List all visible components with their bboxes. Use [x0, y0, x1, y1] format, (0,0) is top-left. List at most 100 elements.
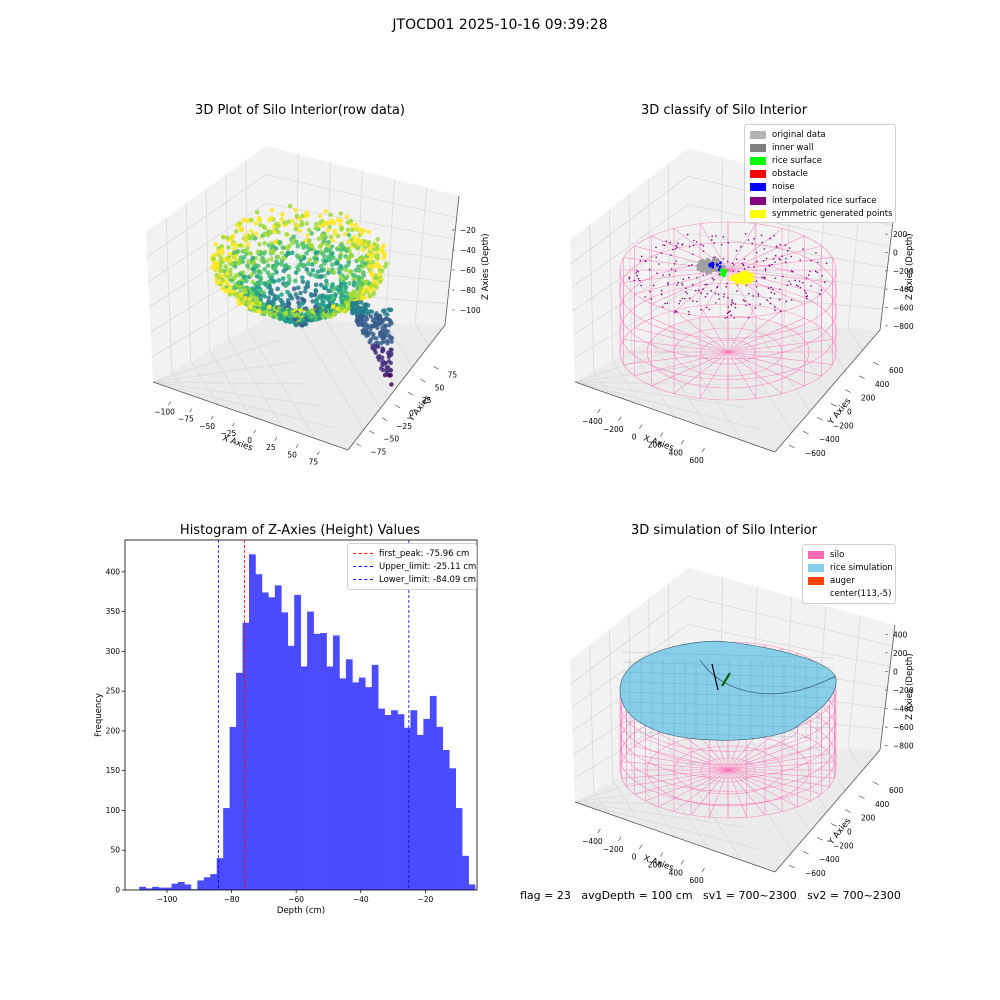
raw-scatter-point	[377, 316, 382, 321]
raw-scatter-point	[225, 235, 230, 241]
simulation-rice-mesh	[621, 681, 835, 689]
classify-interpolated-point	[717, 293, 720, 296]
classify-interpolated-point	[785, 257, 787, 260]
raw-scatter-point	[346, 239, 351, 245]
classify-interpolated-point	[670, 268, 673, 270]
raw-scatter-point	[252, 236, 258, 241]
classify-rice-surface-point	[724, 269, 728, 273]
raw-scatter-point	[274, 269, 279, 275]
histogram-y-tick-label: 250	[106, 687, 121, 696]
classify-x-axis-label: X Axies	[642, 433, 675, 453]
raw-scatter-point	[348, 291, 354, 297]
raw-scatter-point	[345, 227, 351, 233]
classify-interpolated-point	[648, 268, 651, 271]
raw-scatter-point	[247, 250, 253, 256]
classify-interpolated-point	[708, 308, 711, 311]
simulation-y-tick	[802, 850, 809, 855]
histogram-bar	[307, 611, 314, 890]
classify-interpolated-point	[778, 258, 780, 260]
raw-scatter-point	[268, 230, 274, 235]
raw-scatter-point	[370, 292, 376, 297]
histogram-bar	[429, 695, 437, 890]
raw-scatter-point	[378, 366, 384, 371]
classify-interpolated-point	[724, 317, 727, 319]
classify-interpolated-point	[788, 280, 790, 283]
simulation-rice-mesh	[621, 661, 835, 669]
raw-scatter-point	[246, 259, 251, 264]
classify-interpolated-point	[682, 278, 685, 280]
classify-interpolated-point	[760, 234, 763, 237]
raw-scatter-point	[269, 207, 275, 213]
raw-scatter-point	[327, 255, 333, 260]
histogram-bar	[365, 687, 373, 890]
classify-interpolated-point	[736, 290, 738, 292]
raw-y-tick-label: 50	[435, 383, 445, 392]
classify-y-tick	[802, 430, 809, 435]
raw-scatter-point	[320, 293, 326, 299]
classify-interpolated-point	[665, 240, 668, 242]
raw-scatter-point	[326, 270, 331, 276]
classify-interpolated-point	[692, 244, 695, 247]
raw-z-tick-label: −80	[460, 286, 476, 295]
classify-interpolated-point	[727, 296, 729, 299]
raw-scatter-point	[360, 328, 365, 333]
classify-interpolated-point	[684, 291, 687, 293]
classify-pane	[570, 148, 688, 382]
classify-y-tick	[816, 417, 823, 421]
simulation-rice-mesh	[621, 701, 835, 709]
raw-scatter-point	[378, 331, 383, 336]
classify-legend-entry: obstacle	[750, 168, 890, 181]
raw-scatter-point	[322, 313, 328, 318]
raw-scatter-point	[371, 346, 377, 352]
raw-scatter-point	[275, 254, 281, 260]
classify-interpolated-point	[778, 288, 781, 291]
raw-scatter-point	[323, 209, 329, 214]
classify-interpolated-point	[718, 298, 720, 300]
simulation-x-tick	[638, 844, 643, 849]
raw-scatter-point	[256, 215, 262, 221]
raw-scatter-point	[377, 267, 383, 273]
raw-scatter-point	[383, 316, 389, 321]
raw-scatter-point	[355, 311, 360, 317]
classify-interpolated-point	[799, 286, 802, 289]
simulation-legend-label: center(113,-5)	[830, 589, 892, 600]
histogram-y-tick-label: 400	[106, 567, 121, 576]
classify-y-tick	[788, 444, 795, 449]
raw-scatter-point	[297, 228, 303, 234]
raw-scatter-point	[245, 263, 250, 268]
raw-scatter-point	[274, 259, 279, 265]
raw-scatter-point	[367, 309, 373, 314]
simulation-z-tick-label: 200	[893, 649, 908, 658]
raw-scatter-point	[286, 274, 291, 279]
classify-interpolated-point	[765, 257, 768, 260]
raw-scatter-point	[388, 307, 394, 313]
raw-scatter-point	[358, 239, 364, 245]
simulation-rice-surface	[619, 641, 837, 741]
simulation-legend-label: rice simulation	[830, 562, 893, 573]
classify-x-tick-label: 0	[632, 433, 637, 442]
classify-interpolated-point	[741, 262, 744, 265]
raw-scatter-point	[306, 270, 311, 276]
classify-original-point	[699, 268, 704, 273]
histogram-bar	[416, 734, 424, 890]
simulation-x-tick-label: −200	[603, 845, 624, 854]
simulation-rice-mesh	[621, 721, 835, 729]
classify-y-tick-label: −400	[819, 435, 840, 444]
raw-scatter-point	[313, 250, 319, 256]
classify-interpolated-point	[761, 241, 763, 244]
raw-scatter-point	[243, 295, 248, 301]
histogram-legend-swatch	[353, 566, 373, 568]
raw-scatter-point	[262, 309, 268, 315]
classify-interpolated-point	[781, 255, 784, 257]
classify-interpolated-point	[662, 244, 664, 246]
classify-interpolated-point	[791, 270, 794, 273]
raw-scatter-point	[352, 289, 358, 295]
classify-silo-spoke	[651, 269, 729, 305]
raw-scatter-point	[266, 295, 272, 300]
classify-interpolated-point	[801, 281, 804, 284]
histogram-title: Histogram of Z-Axies (Height) Values	[179, 523, 421, 538]
raw-scatter-point	[377, 357, 382, 363]
histogram-bar	[397, 714, 405, 890]
raw-scatter-point	[331, 270, 337, 276]
classify-x-tick	[618, 416, 622, 422]
